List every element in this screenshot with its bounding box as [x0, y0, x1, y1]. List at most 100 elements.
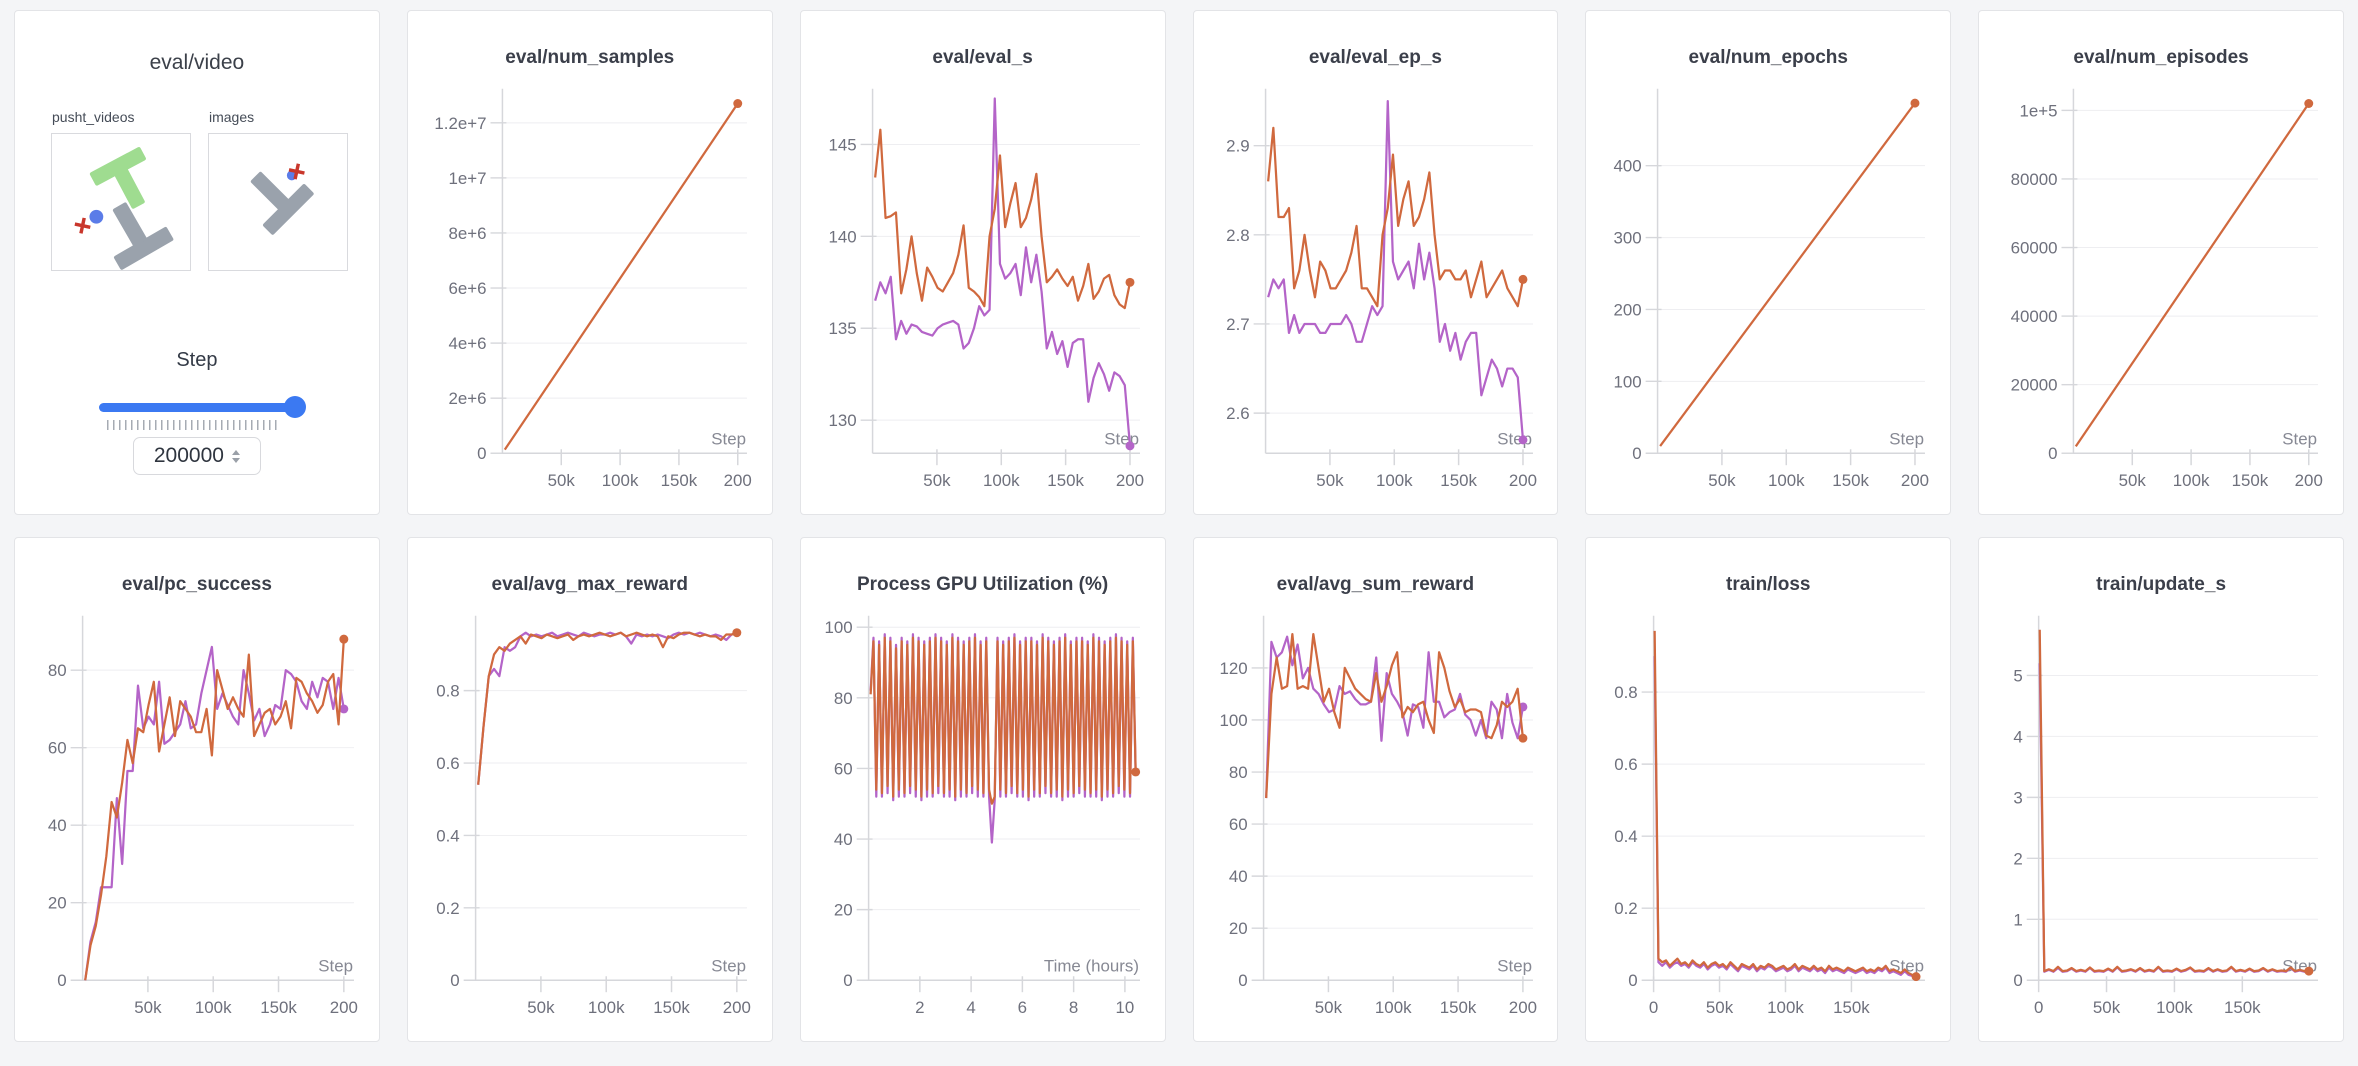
series-end-dot-run-purple: [1125, 441, 1135, 451]
y-tick-label: 100: [824, 618, 852, 637]
x-tick-label: 200: [1116, 471, 1144, 490]
chart-title: train/update_s: [2096, 574, 2227, 595]
x-tick-label: 100k: [983, 471, 1020, 490]
line-chart-num-samples[interactable]: 0 2e+6 4e+6 6e+6 8e+6 1e+7 1.2e+7 50k 100k 150k 20…: [408, 11, 772, 514]
y-tick-label: 20: [48, 894, 67, 913]
panel-title: eval/video: [149, 51, 245, 74]
y-tick-label: 60: [834, 759, 853, 778]
step-slider-thumb[interactable]: [283, 396, 306, 418]
series-line-run-purple: [873, 97, 1131, 446]
line-chart-avg-sum-reward[interactable]: 0 20 40 60 80 100 120 50k 100k 150k 200 Step: [1194, 538, 1558, 1041]
series-line-run-orange: [1659, 102, 1917, 447]
y-tick-label: 0.4: [436, 826, 459, 845]
x-tick-label: 4: [966, 998, 975, 1017]
panel-eval-avg-sum-reward: eval/avg_sum_reward 0 20 40 60 80 100 120 50k 10…: [1192, 537, 1559, 1042]
pusht-video-thumbnail[interactable]: [51, 133, 191, 271]
y-tick-label: 5: [2013, 666, 2022, 685]
y-tick-label: 60: [48, 739, 67, 758]
panel-eval-num-samples: eval/num_samples 0 2e+6 4e+6 6e+6 8e+6 1e+7 1.…: [406, 10, 773, 515]
media-pusht-videos: pusht_videos: [51, 109, 191, 271]
x-tick-label: 150k: [2232, 471, 2269, 490]
series-line-run-orange: [1653, 630, 1917, 978]
x-tick-label: 50k: [2119, 471, 2147, 490]
x-tick-label: 50k: [134, 998, 162, 1017]
y-tick-label: 100: [1219, 711, 1247, 730]
x-tick-label: 50k: [1706, 998, 1734, 1017]
y-tick-label: 300: [1614, 229, 1642, 248]
y-tick-label: 0: [57, 971, 66, 990]
x-axis-label: Step: [1890, 429, 1925, 448]
y-tick-label: 200: [1614, 300, 1642, 319]
chart-title: eval/avg_max_reward: [491, 574, 688, 595]
x-axis-label: Step: [2282, 429, 2317, 448]
y-tick-label: 0: [1629, 971, 1638, 990]
y-tick-label: 0: [1633, 444, 1642, 463]
y-tick-label: 6e+6: [448, 279, 486, 298]
chart-title: eval/eval_s: [932, 47, 1033, 68]
series-end-dot-run-orange: [1910, 98, 1920, 108]
x-tick-label: 100k: [1768, 998, 1805, 1017]
panel-eval-avg-max-reward: eval/avg_max_reward 0 0.2 0.4 0.6 0.8 50k 100k…: [406, 537, 773, 1042]
y-tick-label: 0.8: [436, 682, 459, 701]
step-value-input[interactable]: 200000: [132, 437, 261, 475]
chart-title: eval/num_epochs: [1688, 47, 1848, 68]
x-tick-label: 2: [915, 998, 924, 1017]
media-caption-pusht-videos: pusht_videos: [52, 109, 135, 125]
panel-eval-pc-success: eval/pc_success 0 20 40 60 80 50k 100k 150k 200 S…: [14, 537, 380, 1042]
x-tick-label: 200: [1508, 471, 1536, 490]
series-line-run-purple: [84, 645, 345, 981]
chart-title: eval/avg_sum_reward: [1276, 574, 1475, 595]
pusht-scene-icon: [74, 147, 174, 270]
panel-eval-num-epochs: eval/num_epochs 0 100 200 300 400 50k 100k 150k…: [1585, 10, 1952, 515]
x-tick-label: 8: [1069, 998, 1078, 1017]
step-slider-ticks: [107, 420, 279, 430]
series-line-run-purple: [2038, 663, 2310, 973]
series-line-run-orange: [503, 102, 739, 451]
x-tick-label: 50k: [1709, 471, 1737, 490]
y-tick-label: 1: [2013, 910, 2022, 929]
series-end-dot-run-orange: [1517, 733, 1527, 743]
media-caption-images: images: [209, 109, 255, 125]
x-tick-label: 100k: [602, 471, 639, 490]
x-tick-label: 50k: [527, 998, 555, 1017]
x-tick-label: 150k: [260, 998, 297, 1017]
stepper-down-icon[interactable]: [231, 457, 240, 463]
line-chart-pc-success[interactable]: 0 20 40 60 80 50k 100k 150k 200 Step: [15, 538, 379, 1041]
series-line-run-purple: [476, 631, 738, 785]
series-line-run-orange: [2075, 102, 2310, 448]
series-line-run-orange: [2038, 629, 2310, 973]
stepper-up-icon[interactable]: [231, 449, 240, 455]
media-images: images: [208, 109, 348, 271]
y-tick-label: 4e+6: [448, 334, 486, 353]
series-end-dot-run-orange: [732, 628, 742, 638]
line-chart-avg-max-reward[interactable]: 0 0.2 0.4 0.6 0.8 50k 100k 150k 200 Step: [408, 538, 772, 1041]
series-end-dot-run-purple: [1518, 435, 1527, 445]
y-tick-label: 100: [1614, 372, 1642, 391]
line-chart-num-episodes[interactable]: 0 20000 40000 60000 80000 1e+5 50k 100k 150k 200 S…: [1979, 11, 2343, 514]
x-tick-label: 200: [2295, 471, 2323, 490]
line-chart-gpu-utilization[interactable]: 0 20 40 60 80 100 2 4 6 8 10 Time (hours): [801, 538, 1165, 1041]
y-tick-label: 2: [2013, 849, 2022, 868]
y-tick-label: 140: [828, 227, 856, 246]
x-tick-label: 200: [1901, 471, 1929, 490]
x-tick-label: 6: [1017, 998, 1026, 1017]
series-end-dot-run-orange: [1911, 972, 1921, 982]
images-thumbnail[interactable]: [208, 133, 348, 271]
y-tick-label: 40: [1228, 867, 1247, 886]
y-tick-label: 0.4: [1615, 827, 1638, 846]
series-end-dot-run-orange: [1125, 277, 1135, 287]
target-cross-icon: [74, 217, 91, 234]
x-tick-label: 100k: [588, 998, 625, 1017]
line-chart-num-epochs[interactable]: 0 100 200 300 400 50k 100k 150k 200 Step: [1586, 11, 1950, 514]
y-tick-label: 0.6: [436, 754, 459, 773]
y-tick-label: 40: [48, 816, 67, 835]
step-slider-track[interactable]: [99, 403, 295, 412]
panel-eval-num-episodes: eval/num_episodes 0 20000 40000 60000 80000 1…: [1978, 10, 2344, 515]
y-tick-label: 0.2: [436, 899, 459, 918]
y-tick-label: 0: [477, 444, 486, 463]
